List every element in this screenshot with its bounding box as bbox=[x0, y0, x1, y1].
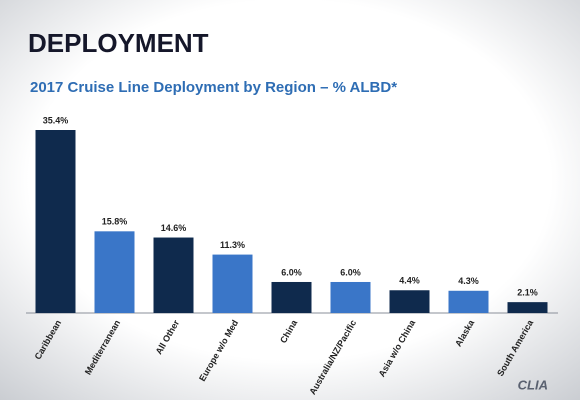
value-label: 15.8% bbox=[102, 217, 128, 227]
bar bbox=[271, 281, 312, 313]
bar bbox=[448, 290, 489, 313]
bar bbox=[330, 281, 371, 313]
value-label: 2.1% bbox=[517, 288, 538, 298]
value-label: 4.3% bbox=[458, 276, 479, 286]
value-label: 35.4% bbox=[43, 115, 69, 125]
bar bbox=[35, 130, 76, 313]
logo: CLIA bbox=[518, 377, 548, 392]
bar bbox=[212, 254, 253, 313]
value-label: 11.3% bbox=[220, 240, 245, 250]
bar bbox=[389, 290, 430, 313]
bar bbox=[507, 302, 548, 313]
bar bbox=[94, 231, 135, 313]
chart-subtitle: 2017 Cruise Line Deployment by Region – … bbox=[30, 79, 397, 96]
value-label: 14.6% bbox=[161, 223, 187, 233]
chart-title: DEPLOYMENT bbox=[28, 28, 209, 58]
value-label: 6.0% bbox=[281, 267, 302, 277]
bar bbox=[153, 237, 194, 313]
value-label: 6.0% bbox=[340, 267, 361, 277]
value-label: 4.4% bbox=[399, 276, 420, 286]
